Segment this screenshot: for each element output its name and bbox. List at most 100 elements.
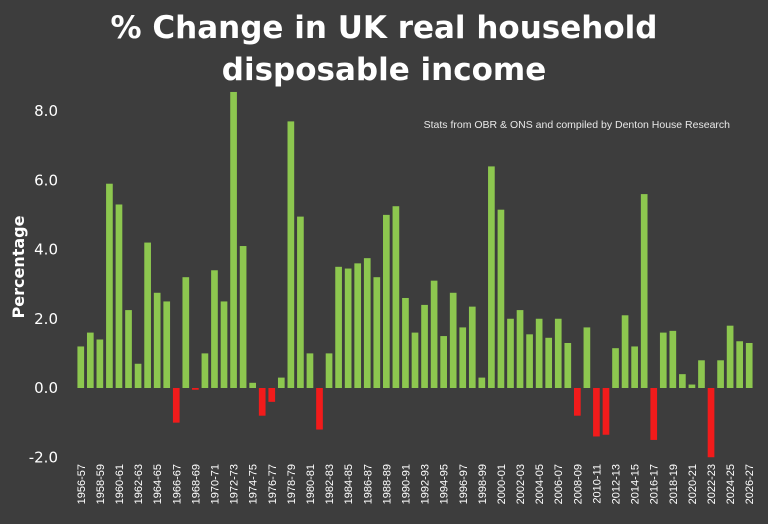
bar-2023-24 bbox=[717, 360, 724, 388]
y-tick-label: -2.0 bbox=[29, 448, 58, 466]
bar-1964-65 bbox=[153, 292, 161, 388]
bar-1966-67 bbox=[172, 388, 180, 423]
x-tick-label: 1958-59 bbox=[95, 464, 107, 504]
bar-2006-07 bbox=[554, 318, 562, 388]
bar-2013-14 bbox=[621, 315, 629, 388]
bars bbox=[77, 91, 753, 458]
x-tick-label: 1988-89 bbox=[381, 464, 393, 504]
y-axis-label: Percentage bbox=[9, 215, 28, 318]
bar-1990-91 bbox=[402, 297, 409, 389]
bar-2024-25 bbox=[726, 325, 734, 389]
x-tick-label: 1998-99 bbox=[477, 464, 489, 504]
bar-1972-73 bbox=[230, 91, 237, 389]
x-tick-label: 2014-15 bbox=[630, 464, 642, 504]
bar-1991-92 bbox=[411, 332, 419, 388]
bar-2025-26 bbox=[736, 341, 744, 388]
bar-1974-75 bbox=[249, 382, 256, 388]
bar-2010-11 bbox=[593, 388, 600, 437]
chart-title-line-1: % Change in UK real household bbox=[111, 10, 658, 46]
bar-2000-01 bbox=[497, 209, 505, 388]
bar-1971-72 bbox=[220, 301, 228, 388]
bar-1957-58 bbox=[86, 332, 94, 388]
bar-1983-84 bbox=[335, 266, 342, 388]
bar-1960-61 bbox=[115, 204, 123, 388]
x-tick-label: 2018-19 bbox=[668, 464, 680, 504]
x-tick-label: 2002-03 bbox=[515, 464, 527, 504]
x-tick-label: 2004-05 bbox=[534, 464, 546, 504]
bar-2001-02 bbox=[507, 318, 514, 388]
bar-2019-20 bbox=[679, 374, 686, 388]
bar-1958-59 bbox=[96, 339, 104, 388]
bar-1997-98 bbox=[468, 306, 476, 388]
x-tick-label: 1960-61 bbox=[114, 464, 126, 504]
bar-1961-62 bbox=[125, 310, 132, 388]
bar-1962-63 bbox=[134, 363, 142, 388]
x-tick-label: 1982-83 bbox=[324, 464, 336, 504]
x-tick-label: 2012-13 bbox=[611, 464, 623, 504]
bar-1992-93 bbox=[421, 304, 428, 388]
bar-1994-95 bbox=[440, 336, 447, 388]
x-tick-label: 2006-07 bbox=[553, 464, 565, 504]
x-tick-label: 1986-87 bbox=[362, 464, 374, 504]
bar-2012-13 bbox=[612, 348, 619, 388]
x-tick-label: 1956-57 bbox=[76, 464, 88, 504]
y-tick-label: 6.0 bbox=[34, 171, 58, 189]
bar-1981-82 bbox=[316, 388, 323, 430]
bar-2011-12 bbox=[602, 388, 610, 435]
x-tick-label: 2016-17 bbox=[649, 464, 661, 504]
bar-2016-17 bbox=[650, 388, 658, 440]
bar-2003-04 bbox=[526, 334, 533, 388]
bar-1976-77 bbox=[268, 388, 276, 402]
x-tick-label: 2022-23 bbox=[706, 464, 718, 504]
y-axis-ticks: 8.0 6.0 4.0 2.0 0.0 -2.0 bbox=[29, 102, 58, 466]
bar-1973-74 bbox=[239, 246, 247, 388]
x-tick-label: 1976-77 bbox=[267, 464, 279, 504]
x-tick-label: 2008-09 bbox=[572, 464, 584, 504]
x-tick-label: 1984-85 bbox=[343, 464, 355, 504]
y-tick-label: 2.0 bbox=[34, 310, 58, 328]
bar-1980-81 bbox=[306, 353, 314, 389]
bar-2015-16 bbox=[640, 194, 648, 388]
bar-1967-68 bbox=[182, 277, 190, 388]
x-tick-label: 1996-97 bbox=[458, 464, 470, 504]
bar-2009-10 bbox=[583, 327, 591, 388]
bar-1975-76 bbox=[258, 388, 266, 416]
bar-1970-71 bbox=[211, 270, 218, 388]
x-tick-label: 1972-73 bbox=[229, 464, 241, 504]
bar-1969-70 bbox=[201, 353, 209, 389]
bar-1968-69 bbox=[192, 388, 199, 390]
x-tick-label: 1994-95 bbox=[439, 464, 451, 504]
x-tick-label: 1980-81 bbox=[305, 464, 317, 504]
bar-2002-03 bbox=[516, 310, 524, 388]
x-tick-label: 1974-75 bbox=[248, 464, 260, 504]
x-tick-label: 1990-91 bbox=[400, 464, 412, 504]
x-tick-label: 1978-79 bbox=[286, 464, 298, 504]
y-tick-label: 4.0 bbox=[34, 241, 58, 259]
x-tick-label: 2010-11 bbox=[591, 464, 603, 504]
x-tick-label: 1962-63 bbox=[133, 464, 145, 504]
bar-2007-08 bbox=[564, 342, 572, 388]
bar-1987-88 bbox=[373, 277, 381, 388]
bar-1956-57 bbox=[77, 346, 85, 388]
bar-2022-23 bbox=[707, 388, 715, 458]
bar-2026-27 bbox=[745, 342, 753, 388]
bar-1989-90 bbox=[392, 206, 400, 388]
y-tick-label: 8.0 bbox=[34, 102, 58, 120]
x-tick-label: 1970-71 bbox=[209, 464, 221, 504]
bar-1988-89 bbox=[383, 214, 390, 389]
bar-1979-80 bbox=[297, 216, 304, 388]
bar-2021-22 bbox=[698, 360, 705, 388]
bar-1982-83 bbox=[325, 353, 333, 389]
x-tick-label: 1968-69 bbox=[190, 464, 202, 504]
bar-2005-06 bbox=[545, 337, 553, 388]
x-tick-label: 2000-01 bbox=[496, 464, 508, 504]
chart-subtitle: Stats from OBR & ONS and compiled by Den… bbox=[424, 119, 731, 131]
bar-1996-97 bbox=[459, 327, 467, 388]
bar-1984-85 bbox=[344, 268, 352, 388]
bar-1959-60 bbox=[106, 183, 113, 388]
bar-1965-66 bbox=[163, 301, 171, 388]
bar-1963-64 bbox=[144, 242, 151, 388]
y-tick-label: 0.0 bbox=[34, 379, 58, 397]
bar-2017-18 bbox=[659, 332, 667, 388]
